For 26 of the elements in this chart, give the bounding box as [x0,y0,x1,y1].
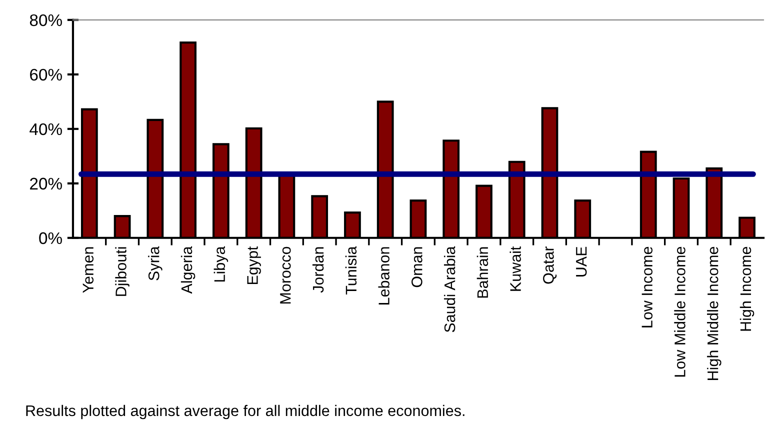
text: Results plotted against average for all middle income economies. [26,404,464,420]
x-tick-label: Lebanon [378,247,390,304]
x-tick-label: Algeria [180,246,196,294]
y-tick-label: 80% [30,14,62,26]
x-tick-label: Tunisia [345,246,357,295]
x-tick-label: Low Middle Income [674,246,686,377]
y-tick-label: 60% [30,68,62,81]
x-tick-label: High Middle Income [707,246,722,380]
x-tick-label: Yemen [82,247,94,293]
x-tick-label: Oman [412,247,422,288]
x-tick-label: UAE [576,246,587,276]
x-tick-label: Egypt [247,246,261,284]
x-tick-label: Qatar [543,246,557,284]
x-tick-label: Djibouti [115,247,130,296]
y-tick-label: 0% [39,232,62,244]
x-tick-label: Jordan [312,247,324,293]
x-tick-label: Saudi Arabia [444,246,456,332]
x-tick-label: Low Income [642,246,652,328]
x-tick-label: Libya [214,246,228,282]
x-tick-label: Bahrain [476,247,488,298]
y-tick-label: 20% [30,178,62,190]
x-tick-label: Syria [148,246,162,280]
x-tick-label: Morocco [280,246,291,304]
y-tick-label: 40% [30,123,62,136]
x-tick-label: Kuwait [510,246,521,291]
x-tick-label: High Income [740,246,754,331]
